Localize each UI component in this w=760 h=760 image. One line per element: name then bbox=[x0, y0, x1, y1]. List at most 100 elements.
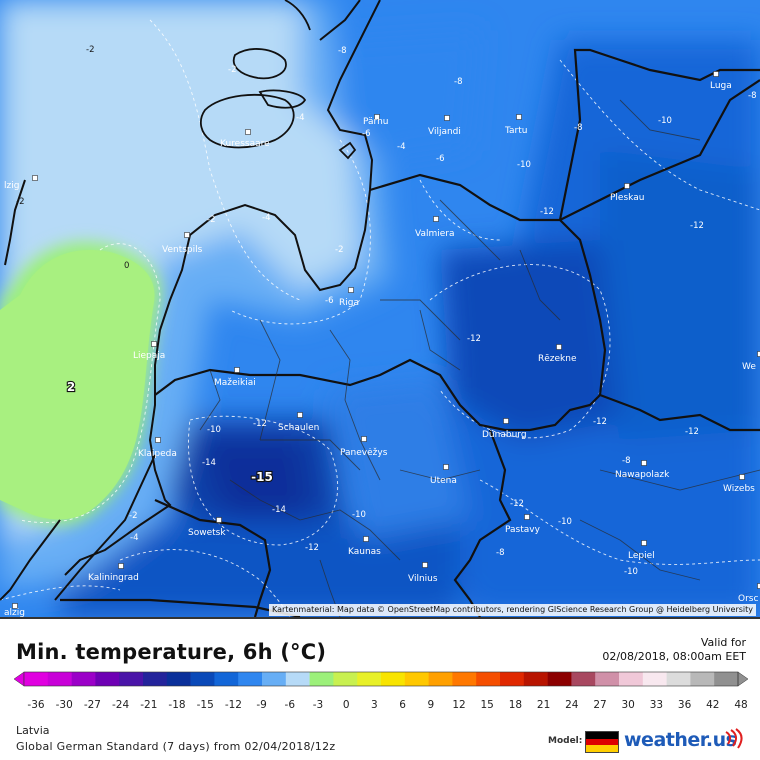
isotherm-label: -6 bbox=[325, 296, 333, 306]
city-marker bbox=[155, 437, 161, 443]
city-marker bbox=[713, 71, 719, 77]
city-label[interactable]: Schaulen bbox=[278, 423, 319, 433]
chart-title: Min. temperature, 6h (°C) bbox=[16, 640, 327, 664]
map-attribution: Kartenmaterial: Map data © OpenStreetMap… bbox=[268, 604, 756, 616]
city-layer: Luga Pärnu Viljandi Tartu Kuressaare Pleskau V… bbox=[4, 71, 760, 617]
city-label[interactable]: Valmiera bbox=[415, 229, 455, 239]
legend-tick-label: 3 bbox=[371, 699, 378, 711]
legend-arrow-right bbox=[737, 671, 749, 687]
isotherm-label: -8 bbox=[748, 91, 756, 101]
city-label[interactable]: Panevėžys bbox=[340, 448, 388, 458]
legend-arrow-left bbox=[13, 671, 25, 687]
separator bbox=[0, 617, 760, 619]
legend-tick-label: -36 bbox=[27, 699, 44, 711]
city-label[interactable]: We bbox=[742, 362, 756, 372]
legend-tick-label: 18 bbox=[509, 699, 522, 711]
city-marker bbox=[641, 540, 647, 546]
legend-tick-label: -24 bbox=[112, 699, 129, 711]
city-label[interactable]: Vilnius bbox=[408, 574, 438, 584]
isotherm-label: -10 bbox=[352, 510, 366, 520]
isotherm-label: -12 bbox=[540, 207, 554, 217]
city-label[interactable]: Riga bbox=[339, 298, 359, 308]
city-label[interactable]: Nawapolazk bbox=[615, 470, 670, 480]
city-label[interactable]: Mažeikiai bbox=[214, 378, 256, 388]
isotherm-label: -12 bbox=[690, 221, 704, 231]
legend-tick-label: -12 bbox=[225, 699, 242, 711]
isotherm-label: -10 bbox=[624, 567, 638, 577]
isotherm-label: -8 bbox=[622, 456, 630, 466]
logo-waves-icon bbox=[725, 728, 743, 749]
city-label[interactable]: Pleskau bbox=[610, 193, 644, 203]
isotherm-label: -2 bbox=[86, 45, 94, 55]
city-label[interactable]: Wizebs bbox=[723, 484, 755, 494]
legend-tick-label: 24 bbox=[565, 699, 579, 711]
city-label[interactable]: Viljandi bbox=[428, 127, 461, 137]
city-label[interactable]: Liepaja bbox=[133, 351, 165, 361]
legend-tick-label: 12 bbox=[452, 699, 465, 711]
legend-swatch bbox=[571, 672, 596, 686]
warm-zone-core bbox=[0, 249, 155, 520]
isotherm-label: -8 bbox=[496, 548, 504, 558]
legend-swatch bbox=[523, 672, 548, 686]
city-label[interactable]: Kuressaare bbox=[220, 139, 270, 149]
city-label[interactable]: Dünaburg bbox=[482, 430, 527, 440]
city-label[interactable]: Kaunas bbox=[348, 547, 381, 557]
legend-tick-label: -9 bbox=[256, 699, 266, 711]
map[interactable]: Luga Pärnu Viljandi Tartu Kuressaare Pleskau V… bbox=[0, 0, 760, 617]
isotherm-label: -12 bbox=[593, 417, 607, 427]
valid-for-time: 02/08/2018, 08:00am EET bbox=[602, 650, 746, 663]
isotherm-label: -8 bbox=[574, 123, 582, 133]
city-label[interactable]: Lepiel bbox=[628, 551, 655, 561]
islands bbox=[199, 0, 357, 160]
isotherm-label: -4 bbox=[296, 113, 304, 123]
legend-tick-label: 21 bbox=[537, 699, 550, 711]
city-label[interactable]: Ventspils bbox=[162, 245, 203, 255]
city-marker bbox=[12, 603, 18, 609]
isotherm-label: -2 bbox=[207, 215, 215, 225]
city-marker bbox=[516, 114, 522, 120]
city-label[interactable]: Tartu bbox=[504, 126, 527, 136]
city-label[interactable]: Luga bbox=[710, 81, 732, 91]
max-value-label: 2 bbox=[67, 380, 75, 394]
isotherm-label: -12 bbox=[685, 427, 699, 437]
city-marker bbox=[444, 115, 450, 121]
legend-tick-label: -18 bbox=[168, 699, 185, 711]
legend-tick-label: 48 bbox=[734, 699, 747, 711]
city-label[interactable]: Orsc bbox=[738, 594, 758, 604]
isotherm-label: -6 bbox=[436, 154, 444, 164]
legend-tick-label: 33 bbox=[650, 699, 663, 711]
isotherm-label-layer: -2 -2 -4 -2 -6 -8 -8 -6 -4 -8 -10 -8 -10 -12 -12 -2 0 -4 -… bbox=[16, 45, 756, 577]
isotherm-label: -10 bbox=[658, 116, 672, 126]
city-marker bbox=[234, 367, 240, 373]
city-label[interactable]: lzig bbox=[4, 181, 19, 191]
isotherm-label: -14 bbox=[202, 458, 216, 468]
valid-for-label: Valid for bbox=[700, 636, 746, 649]
legend-swatch bbox=[666, 672, 691, 686]
city-label[interactable]: Pastavy bbox=[505, 525, 541, 535]
city-label[interactable]: alzig bbox=[4, 608, 25, 617]
legend-tick-label: -3 bbox=[313, 699, 323, 711]
isotherm-label: -4 bbox=[397, 142, 405, 152]
legend-swatch bbox=[476, 672, 501, 686]
city-label[interactable]: Kaliningrad bbox=[88, 573, 139, 583]
legend-swatches bbox=[13, 671, 749, 687]
legend-swatch bbox=[47, 672, 72, 686]
city-marker bbox=[641, 460, 647, 466]
germany-flag-icon bbox=[585, 731, 619, 753]
city-label[interactable]: Pärnu bbox=[363, 117, 389, 127]
legend-tick-label: 15 bbox=[481, 699, 494, 711]
city-label[interactable]: Utena bbox=[430, 476, 457, 486]
isotherm-label: -4 bbox=[130, 533, 138, 543]
legend-swatch bbox=[214, 672, 239, 686]
city-label[interactable]: Rēzekne bbox=[538, 354, 577, 364]
legend-tick-label: 9 bbox=[427, 699, 434, 711]
isotherm-label: -6 bbox=[362, 129, 370, 139]
valid-for: Valid for 02/08/2018, 08:00am EET bbox=[602, 636, 746, 664]
city-label[interactable]: Sowetsk bbox=[188, 528, 226, 538]
city-label[interactable]: Klaipeda bbox=[138, 449, 177, 459]
legend-swatch bbox=[95, 672, 120, 686]
city-marker bbox=[363, 536, 369, 542]
weather-us-logo[interactable]: weather.us bbox=[624, 729, 737, 751]
legend-ticks: -36 -30 -27 -24 -21 -18 -15 -12 -9 -6 -3 0 3 6 9 12 15 18… bbox=[27, 699, 747, 711]
model-run-label: Global German Standard (7 days) from 02/… bbox=[16, 740, 336, 753]
